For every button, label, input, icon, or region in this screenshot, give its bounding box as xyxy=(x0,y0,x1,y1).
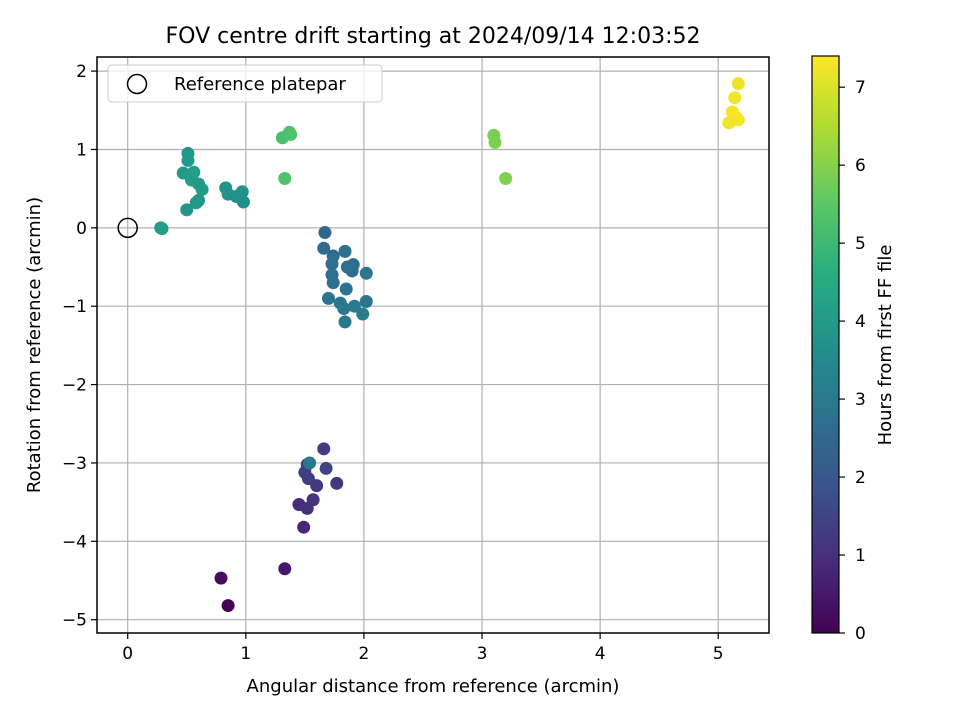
scatter-point xyxy=(214,571,228,585)
scatter-point xyxy=(345,264,359,278)
scatter-point xyxy=(297,520,311,534)
colorbar-tick-label: 1 xyxy=(855,546,866,566)
scatter-point xyxy=(155,222,169,236)
colorbar-tick-label: 5 xyxy=(855,234,866,254)
legend-marker-open-circle xyxy=(126,73,148,95)
scatter-point xyxy=(318,226,332,240)
x-tick-label: 0 xyxy=(122,644,133,664)
scatter-point xyxy=(236,195,250,209)
scatter-point xyxy=(359,266,373,280)
colorbar-tick-label: 4 xyxy=(855,312,866,332)
colorbar-label: Hours from first FF file xyxy=(875,245,896,446)
scatter-point xyxy=(195,182,209,196)
scatter-point xyxy=(722,116,736,130)
colorbar-tick-label: 2 xyxy=(855,468,866,488)
scatter-point xyxy=(347,299,361,313)
x-tick-label: 4 xyxy=(595,644,606,664)
scatter-point xyxy=(359,295,373,309)
scatter-point xyxy=(488,135,502,149)
scatter-point xyxy=(192,193,206,207)
scatter-point xyxy=(181,153,195,167)
y-tick-label: 1 xyxy=(76,140,87,160)
colorbar: 0 1 2 3 4 5 6 7 Hours from first FF file xyxy=(811,55,896,644)
x-tick-label: 3 xyxy=(477,644,488,664)
legend-box xyxy=(107,64,383,103)
y-tick-label: 0 xyxy=(76,219,87,239)
axis-ticks: 0 1 2 3 4 5 2 1 0 −1 −2 −3 −4 −5 xyxy=(62,62,724,664)
x-tick-label: 2 xyxy=(358,644,369,664)
y-axis-label: Rotation from reference (arcmin) xyxy=(24,197,45,493)
scatter-point xyxy=(338,244,352,258)
scatter-point xyxy=(317,241,331,255)
scatter-points xyxy=(117,77,745,613)
scatter-point xyxy=(278,562,292,576)
scatter-point xyxy=(728,91,742,105)
colorbar-ticks: 0 1 2 3 4 5 6 7 xyxy=(839,78,866,644)
scatter-point xyxy=(317,442,331,456)
colorbar-tick-label: 6 xyxy=(855,156,866,176)
colorbar-tick-label: 7 xyxy=(855,78,866,98)
y-tick-label: −5 xyxy=(62,611,87,631)
y-tick-label: −4 xyxy=(62,532,87,552)
x-axis-label: Angular distance from reference (arcmin) xyxy=(247,676,620,697)
scatter-point xyxy=(235,185,249,199)
scatter-point xyxy=(330,476,344,490)
legend-label-reference-platepar: Reference platepar xyxy=(174,74,346,95)
scatter-point xyxy=(325,257,339,271)
scatter-point xyxy=(306,493,320,507)
legend: Reference platepar xyxy=(107,64,383,103)
x-tick-label: 5 xyxy=(713,644,724,664)
y-tick-label: −3 xyxy=(62,454,87,474)
scatter-point xyxy=(337,302,351,316)
scatter-point xyxy=(319,461,333,475)
scatter-point xyxy=(499,171,513,185)
grid xyxy=(97,57,769,633)
scatter-point xyxy=(303,456,317,470)
scatter-point xyxy=(326,276,340,290)
y-tick-label: −2 xyxy=(62,376,87,396)
colorbar-tick-label: 0 xyxy=(855,624,866,644)
scatter-point xyxy=(284,128,298,142)
y-tick-label: −1 xyxy=(62,297,87,317)
scatter-point xyxy=(187,165,201,179)
plot-frame xyxy=(96,56,770,634)
colorbar-gradient xyxy=(811,55,840,634)
scatter-point xyxy=(180,203,194,217)
reference-platepar-marker xyxy=(117,217,138,239)
y-tick-label: 2 xyxy=(76,62,87,82)
scatter-point xyxy=(339,282,353,296)
scatter-point xyxy=(731,77,745,91)
x-tick-label: 1 xyxy=(240,644,251,664)
scatter-point xyxy=(321,291,335,305)
scatter-point xyxy=(221,599,235,613)
scatter-point xyxy=(356,307,370,321)
scatter-point xyxy=(338,315,352,329)
chart-title: FOV centre drift starting at 2024/09/14 … xyxy=(166,24,701,49)
colorbar-tick-label: 3 xyxy=(855,390,866,410)
scatter-point xyxy=(278,171,292,185)
